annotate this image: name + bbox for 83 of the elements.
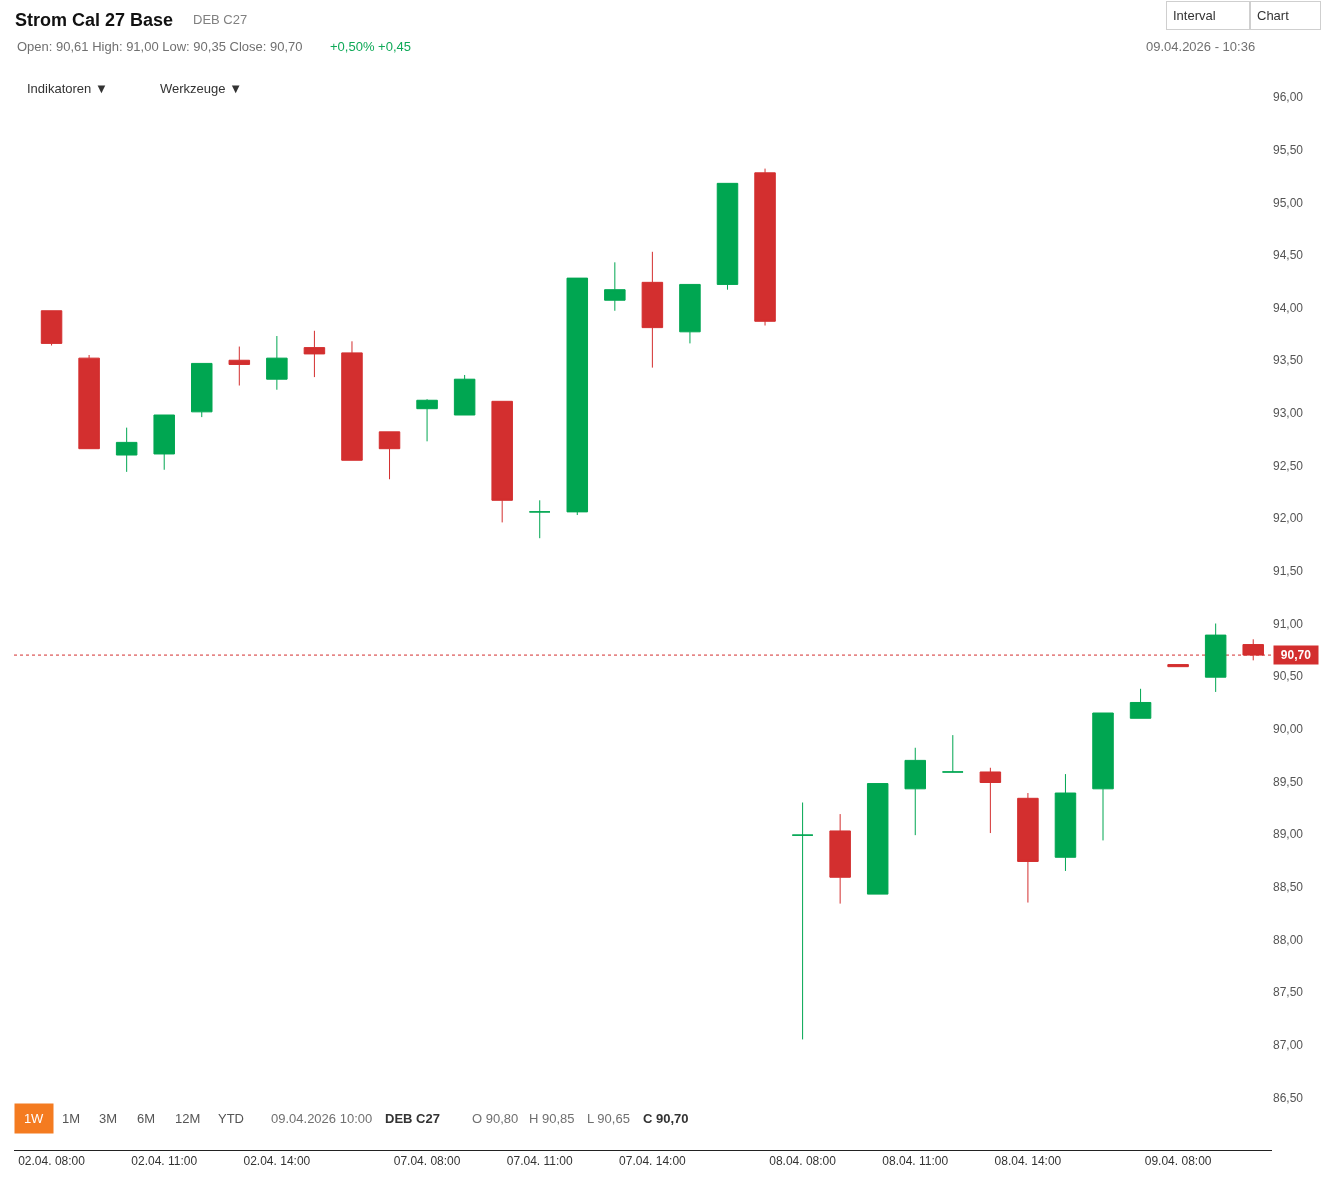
candlestick (716, 182, 739, 291)
text: Werkzeuge ▼ (160, 81, 242, 96)
candlestick (153, 414, 175, 471)
y-tick-label: 96,00 (1273, 90, 1304, 105)
candlestick (1017, 792, 1039, 904)
y-tick-label: 91,50 (1273, 564, 1304, 579)
annotation: C 90,70 (643, 1111, 689, 1126)
x-tick-label: 08.04. 11:00 (882, 1154, 949, 1169)
y-tick-label: 95,50 (1273, 142, 1304, 157)
x-tick-label: 02.04. 11:00 (131, 1154, 198, 1169)
annotation: 09.04.2026 10:00 (271, 1111, 373, 1126)
candlestick (754, 168, 776, 326)
y-tick-label: 93,50 (1273, 353, 1304, 368)
annotation: 12M (175, 1111, 201, 1126)
candlestick (303, 330, 326, 378)
candlestick (266, 335, 288, 391)
candlestick (942, 734, 964, 773)
text: Interval (1173, 8, 1216, 23)
candlestick (679, 283, 701, 344)
annotation: O 90,80 (472, 1111, 519, 1126)
y-tick-label: 94,00 (1273, 300, 1304, 315)
text: Open: 90,61 High: 91,00 Low: 90,35 Close: 90,70 (17, 39, 303, 54)
y-tick-label: 88,50 (1273, 879, 1304, 894)
candlestick (378, 431, 401, 480)
chart-title: Strom Cal 27 Base (15, 10, 174, 31)
y-tick-label: 92,50 (1273, 458, 1304, 473)
candlestick (641, 251, 664, 369)
x-tick-label: 09.04. 08:00 (1144, 1154, 1212, 1169)
candlestick (791, 802, 814, 1040)
y-tick-label: 93,00 (1273, 406, 1304, 421)
candlestick (453, 374, 476, 416)
y-tick-label: 92,00 (1273, 511, 1304, 526)
x-tick-label: 08.04. 08:00 (769, 1154, 837, 1169)
candlestick (115, 427, 138, 473)
annotation: H 90,85 (529, 1111, 575, 1126)
candlestick (341, 340, 363, 461)
y-tick-label: 88,00 (1273, 932, 1304, 947)
text: 09.04.2026 - 10:36 (1146, 39, 1256, 54)
ref-line-label: 90,70 (1280, 648, 1312, 662)
candlestick (1054, 773, 1077, 872)
y-tick-label: 90,00 (1273, 722, 1304, 736)
x-tick-label: 02.04. 14:00 (243, 1154, 311, 1169)
y-tick-label: 95,00 (1273, 195, 1304, 210)
text: Indikatoren ▼ (27, 81, 108, 96)
candlestick (1204, 623, 1227, 693)
annotation: 1W (23, 1111, 45, 1126)
annotation: 1M (62, 1111, 81, 1126)
y-tick-label: 87,50 (1273, 985, 1304, 1000)
candlestick (528, 499, 551, 539)
annotation: 6M (137, 1111, 156, 1126)
x-tick-label: 08.04. 14:00 (994, 1154, 1062, 1169)
candlestick (40, 310, 63, 347)
candlestick (866, 783, 889, 895)
chart-subtitle: DEB C27 (193, 12, 248, 27)
candlestick (1092, 712, 1114, 841)
annotation: YTD (218, 1111, 244, 1126)
annotation: DEB C27 (385, 1111, 440, 1126)
y-tick-label: 86,50 (1273, 1090, 1304, 1105)
y-tick-label: 90,50 (1273, 669, 1304, 684)
x-tick-label: 02.04. 08:00 (18, 1154, 86, 1169)
candlestick (491, 400, 513, 523)
x-tick-label: 07.04. 11:00 (506, 1154, 573, 1169)
annotation: 3M (99, 1111, 118, 1126)
candlestick (416, 398, 438, 442)
candlestick (904, 747, 927, 836)
candlestick (1129, 688, 1152, 719)
candlestick (979, 767, 1002, 834)
y-tick-label: 91,00 (1273, 616, 1304, 631)
x-tick-label: 07.04. 08:00 (393, 1154, 461, 1169)
x-tick-label: 07.04. 14:00 (619, 1154, 687, 1169)
text: +0,50% +0,45 (330, 39, 411, 54)
candlestick (566, 277, 589, 516)
candlestick (228, 346, 251, 387)
annotation: L 90,65 (587, 1111, 630, 1126)
candlestick (78, 354, 100, 450)
candlestick (191, 362, 213, 418)
y-tick-label: 94,50 (1273, 248, 1304, 263)
text: Chart (1257, 8, 1290, 23)
y-tick-label: 87,00 (1273, 1037, 1304, 1052)
y-tick-label: 89,50 (1273, 774, 1304, 789)
y-tick-label: 89,00 (1273, 827, 1304, 842)
candlestick (604, 261, 626, 312)
candlestick (829, 813, 851, 905)
